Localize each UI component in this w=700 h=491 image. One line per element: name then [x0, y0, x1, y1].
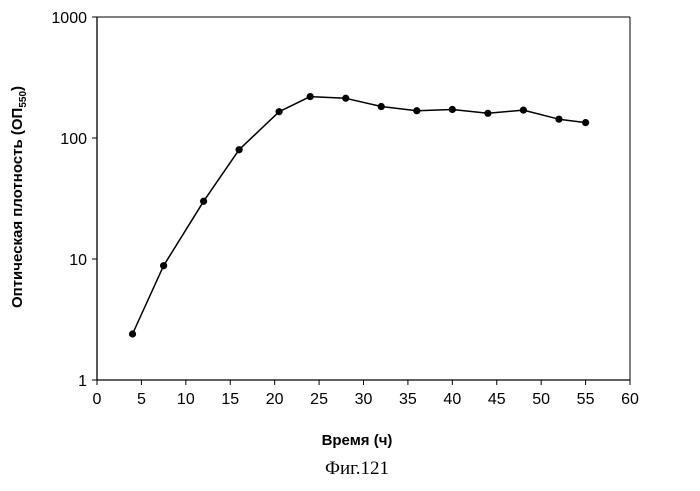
data-point: [413, 107, 420, 114]
y-axis-title: Оптическая плотность (ОП550): [9, 86, 29, 308]
y-tick-label: 10: [69, 252, 87, 269]
data-point: [236, 146, 243, 153]
x-tick-label: 10: [177, 391, 195, 408]
data-point: [582, 119, 589, 126]
y-axis-title-subscript: 550: [18, 91, 29, 108]
x-axis-title: Время (ч): [322, 432, 393, 449]
data-point: [449, 106, 456, 113]
plot-area-frame: [97, 17, 630, 380]
y-axis: 1 10 100 1000: [51, 10, 97, 390]
y-tick-label: 1: [78, 373, 87, 390]
data-point: [484, 110, 491, 117]
x-tick-label: 25: [310, 391, 328, 408]
data-point: [342, 95, 349, 102]
data-point: [160, 262, 167, 269]
series-line: [133, 97, 586, 334]
data-point: [555, 116, 562, 123]
data-point: [520, 107, 527, 114]
y-tick-label: 100: [60, 131, 87, 148]
data-point: [378, 103, 385, 110]
x-tick-label: 35: [399, 391, 417, 408]
y-axis-title-close: ): [9, 86, 26, 91]
data-point: [129, 330, 136, 337]
series-layer: [129, 93, 589, 338]
data-point: [200, 198, 207, 205]
y-axis-title-main: Оптическая плотность (ОП: [9, 108, 26, 308]
x-tick-label: 5: [137, 391, 146, 408]
x-tick-label: 50: [532, 391, 550, 408]
x-tick-label: 30: [355, 391, 373, 408]
x-tick-label: 0: [93, 391, 102, 408]
data-point: [276, 108, 283, 115]
data-point: [307, 93, 314, 100]
figure-caption: Фиг.121: [325, 458, 389, 479]
x-tick-label: 15: [221, 391, 239, 408]
x-tick-label: 55: [577, 391, 595, 408]
y-tick-label: 1000: [51, 10, 87, 27]
x-tick-label: 60: [621, 391, 639, 408]
x-tick-label: 45: [488, 391, 506, 408]
x-tick-label: 40: [443, 391, 461, 408]
x-axis: 0 5 10 15 20 25 30 35 40 45 50 55 60: [93, 380, 639, 408]
x-tick-label: 20: [266, 391, 284, 408]
